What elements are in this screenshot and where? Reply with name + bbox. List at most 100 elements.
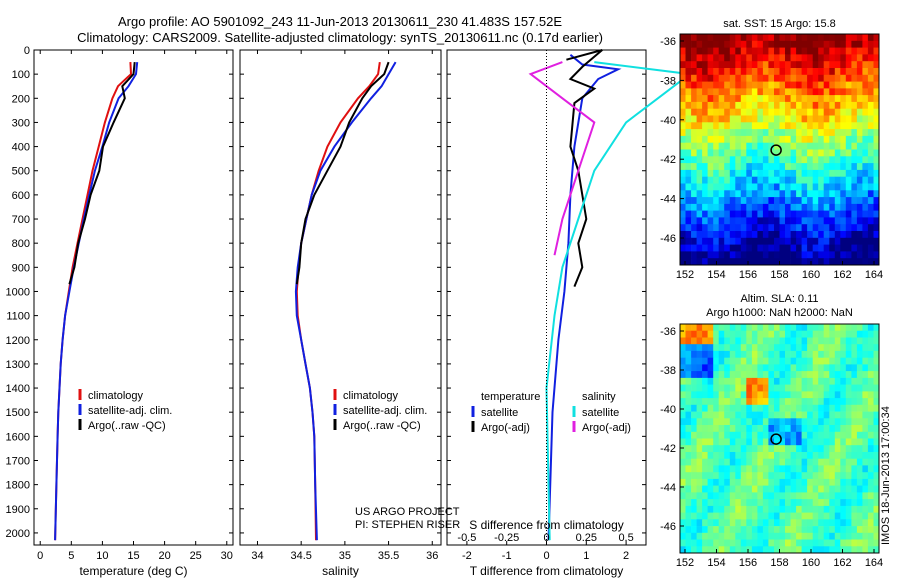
- heatmap-cell: [757, 237, 764, 245]
- heatmap-cell: [785, 364, 791, 372]
- heatmap-cell: [774, 492, 780, 500]
- x-tick-label-salinity: -0.5: [457, 532, 476, 544]
- heatmap-cell: [790, 391, 797, 399]
- heatmap-cell: [818, 190, 825, 198]
- heatmap-cell: [740, 377, 747, 385]
- heatmap-cell: [779, 108, 786, 116]
- heatmap-cell: [757, 330, 764, 338]
- heatmap-cell: [746, 108, 753, 116]
- heatmap-cell: [746, 101, 753, 110]
- heatmap-cell: [762, 122, 769, 130]
- heatmap-cell: [785, 224, 791, 232]
- heatmap-cell: [757, 231, 764, 239]
- heatmap-cell: [851, 438, 858, 446]
- map-title: Altim. SLA: 0.11: [740, 293, 818, 305]
- heatmap-cell: [801, 224, 808, 232]
- heatmap-cell: [729, 532, 736, 540]
- heatmap-cell: [785, 438, 791, 446]
- heatmap-cell: [685, 197, 692, 205]
- heatmap-cell: [729, 357, 736, 365]
- heatmap-cell: [735, 169, 742, 178]
- heatmap-cell: [873, 129, 880, 137]
- heatmap-cell: [796, 61, 802, 69]
- heatmap-cell: [746, 344, 753, 352]
- heatmap-cell: [873, 411, 880, 419]
- heatmap-cell: [812, 337, 819, 345]
- heatmap-cell: [762, 512, 769, 520]
- heatmap-cell: [740, 95, 747, 103]
- heatmap-cell: [774, 472, 780, 480]
- heatmap-cell: [845, 231, 852, 239]
- heatmap-cell: [762, 546, 769, 554]
- heatmap-cell: [735, 344, 742, 352]
- heatmap-cell: [768, 418, 775, 426]
- y-tick-label: 2000: [6, 528, 30, 540]
- heatmap-cell: [862, 499, 869, 507]
- y-tick-label: 1500: [6, 407, 30, 419]
- heatmap-cell: [818, 40, 825, 48]
- heatmap-cell: [801, 217, 808, 225]
- heatmap-cell: [735, 519, 742, 527]
- heatmap-cell: [691, 197, 697, 205]
- heatmap-cell: [796, 156, 802, 164]
- heatmap-cell: [867, 526, 874, 534]
- heatmap-cell: [729, 526, 736, 534]
- x-tick-label: 20: [158, 550, 170, 562]
- heatmap-cell: [812, 217, 819, 225]
- heatmap-cell: [702, 546, 708, 554]
- heatmap-cell: [867, 68, 874, 76]
- heatmap-cell: [834, 431, 841, 439]
- heatmap-cell: [740, 217, 747, 225]
- heatmap-cell: [774, 371, 780, 379]
- heatmap-cell: [840, 330, 847, 338]
- heatmap-cell: [829, 458, 836, 466]
- heatmap-cell: [746, 492, 753, 500]
- heatmap-cell: [713, 398, 720, 406]
- heatmap-cell: [785, 61, 791, 69]
- heatmap-cell: [751, 344, 758, 352]
- heatmap-cell: [818, 512, 825, 520]
- heatmap-cell: [680, 129, 686, 137]
- x-tick-label-salinity: 0.5: [618, 532, 633, 544]
- heatmap-cell: [779, 129, 786, 137]
- heatmap-cell: [834, 40, 841, 48]
- heatmap-cell: [807, 526, 813, 534]
- heatmap-cell: [856, 81, 863, 89]
- heatmap-cell: [785, 74, 791, 82]
- heatmap-cell: [729, 108, 736, 116]
- heatmap-cell: [851, 47, 858, 55]
- heatmap-cell: [851, 149, 858, 157]
- heatmap-cell: [790, 425, 797, 433]
- heatmap-cell: [713, 88, 720, 96]
- heatmap-cell: [768, 546, 775, 554]
- heatmap-cell: [818, 244, 825, 252]
- heatmap-cell: [757, 371, 764, 379]
- heatmap-cell: [680, 404, 686, 412]
- heatmap-cell: [823, 163, 830, 171]
- heatmap-cell: [845, 371, 852, 379]
- heatmap-cell: [746, 418, 753, 426]
- heatmap-cell: [818, 61, 825, 69]
- heatmap-cell: [840, 190, 847, 198]
- heatmap-cell: [713, 532, 720, 540]
- heatmap-cell: [818, 122, 825, 130]
- heatmap-cell: [751, 176, 758, 184]
- heatmap-cell: [801, 176, 808, 184]
- heatmap-cell: [768, 258, 775, 266]
- heatmap-cell: [812, 519, 819, 527]
- heatmap-cell: [867, 350, 874, 358]
- heatmap-cell: [718, 258, 725, 266]
- heatmap-cell: [685, 364, 692, 372]
- heatmap-cell: [746, 156, 753, 164]
- heatmap-cell: [801, 74, 808, 82]
- heatmap-cell: [718, 452, 725, 460]
- heatmap-cell: [724, 197, 731, 205]
- x-tick-label-salinity: 0.25: [576, 532, 597, 544]
- heatmap-cell: [790, 364, 797, 372]
- heatmap-cell: [685, 411, 692, 419]
- heatmap-cell: [729, 337, 736, 345]
- heatmap-cell: [774, 350, 780, 358]
- heatmap-cell: [724, 88, 731, 96]
- heatmap-cell: [823, 505, 830, 513]
- heatmap-cell: [768, 203, 775, 212]
